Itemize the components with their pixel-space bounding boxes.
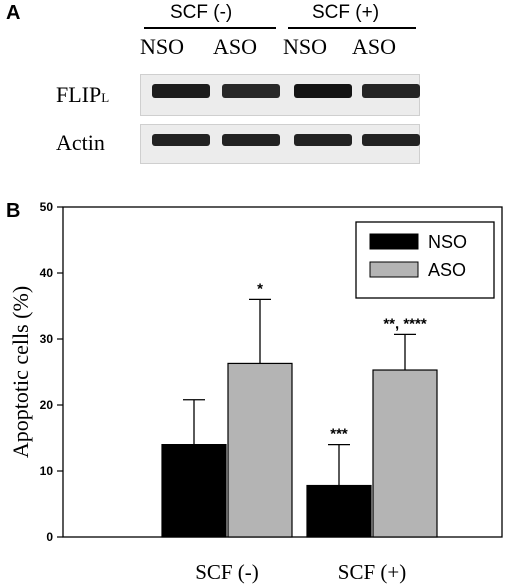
panel-a-letter: A: [6, 2, 21, 24]
y-tick-label-30: 30: [40, 332, 54, 346]
y-axis-title: Apoptotic cells (%): [8, 286, 33, 458]
significance-label-nso-2: ***: [330, 426, 348, 443]
blot-band-actin-2: [222, 134, 280, 146]
legend-label-nso: NSO: [428, 232, 467, 252]
lane-label-1: NSO: [140, 34, 185, 59]
blot-band-flip-4: [362, 84, 420, 98]
panel-b-letter: B: [6, 200, 21, 222]
lane-label-2: ASO: [213, 34, 258, 59]
blot-row-label-actin: Actin: [56, 130, 105, 155]
y-tick-label-10: 10: [40, 464, 54, 478]
condition-line-scf-plus: [288, 27, 416, 29]
x-category-label-2: SCF (+): [338, 560, 406, 584]
condition-label-scf-plus: SCF (+): [312, 2, 380, 23]
flip-label-main: FLIP: [56, 82, 102, 107]
condition-label-scf-minus: SCF (-): [170, 2, 233, 23]
condition-line-scf-minus: [144, 27, 276, 29]
legend-label-aso: ASO: [428, 260, 466, 280]
bar-nso-1: [161, 444, 227, 538]
y-tick-label-0: 0: [46, 530, 53, 544]
bar-nso-2: [306, 484, 372, 538]
blot-row-label-flip: FLIPL: [56, 82, 109, 108]
y-tick-label-20: 20: [40, 398, 54, 412]
y-tick-label-50: 50: [40, 200, 54, 214]
bar-aso-2: [372, 369, 438, 538]
blot-band-flip-2: [222, 84, 280, 98]
blot-band-flip-1: [152, 84, 210, 98]
legend-swatch-nso: [369, 233, 419, 250]
x-category-label-1: SCF (-): [195, 560, 259, 584]
blot-band-actin-4: [362, 134, 420, 146]
lane-label-3: NSO: [283, 34, 328, 59]
legend-swatch-aso: [369, 261, 419, 278]
bar-aso-1: [227, 362, 293, 538]
significance-label-aso-2: **, ****: [383, 315, 427, 332]
y-tick-label-40: 40: [40, 266, 54, 280]
lane-label-4: ASO: [352, 34, 397, 59]
blot-band-actin-1: [152, 134, 210, 146]
blot-band-actin-3: [294, 134, 352, 146]
flip-label-sub: L: [101, 90, 110, 105]
blot-band-flip-3: [294, 84, 352, 98]
significance-label-aso-1: *: [257, 280, 263, 297]
legend-box: [355, 221, 495, 299]
